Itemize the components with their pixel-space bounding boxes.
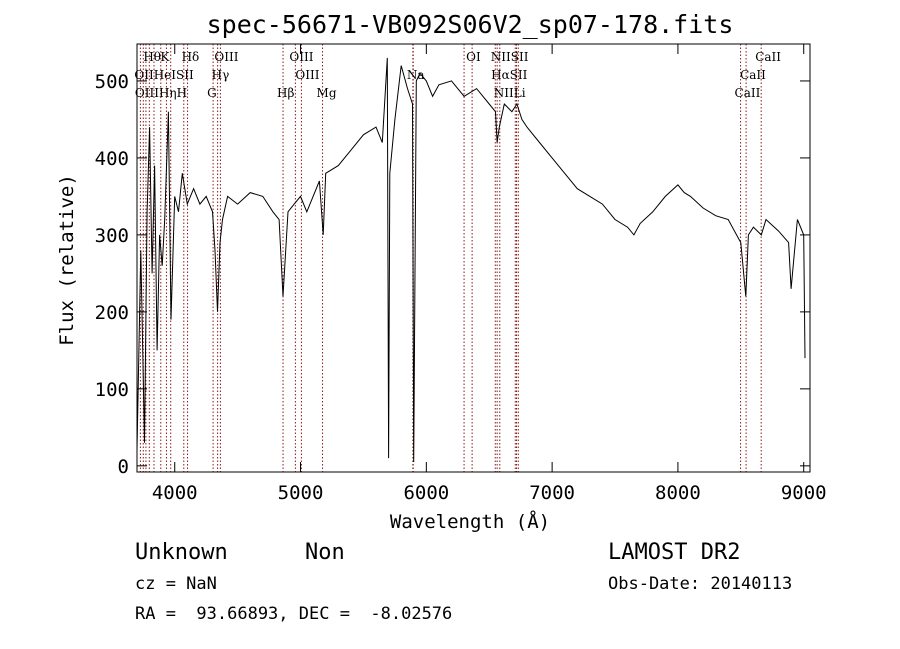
emission-line-markers [139,44,762,472]
x-tick-label: 7000 [529,482,575,504]
spectrum-line [136,57,806,463]
y-tick-label: 200 [95,302,129,324]
redshift-cz: cz = NaN [135,574,217,594]
line-marker-label: OIII [214,50,238,64]
line-marker-label: CaII [740,68,766,82]
chart-title: spec-56671-VB092S06V2_sp07-178.fits [207,10,734,39]
line-marker-label: K [160,50,170,64]
x-axis-label: Wavelength (Å) [390,510,550,533]
y-axis-ticks: 0 100 200 300 400 500 [95,71,810,478]
y-tick-label: 500 [95,71,129,93]
line-marker-label: Hδ [182,50,200,64]
obs-date: Obs-Date: 20140113 [608,574,792,594]
x-axis-ticks: 4000 5000 6000 7000 8000 9000 [152,44,827,504]
y-tick-label: 100 [95,379,129,401]
line-marker-label: OI [466,50,481,64]
line-marker-label: OIIHeISII [134,68,194,82]
line-marker-label: NIILi [494,86,526,100]
object-class: Unknown [135,540,228,565]
line-marker-label: Mg [317,86,337,100]
x-tick-label: 9000 [781,482,827,504]
line-marker-label: CaII [735,86,761,100]
object-subclass: Non [305,540,345,565]
line-marker-label: Hβ [277,86,294,100]
y-axis-label: Flux (relative) [56,174,78,346]
ra-dec-coordinates: RA = 93.66893, DEC = -8.02576 [135,604,452,624]
line-marker-label: G [207,86,217,100]
line-marker-label: Hθ [143,50,161,64]
line-marker-label: Na [407,68,425,82]
line-marker-label: OIIIHηH [135,86,187,100]
x-tick-label: 8000 [655,482,701,504]
y-tick-label: 0 [118,456,129,478]
emission-line-labels: Hθ K Hδ OIII OIII OI NIISII CaII OIIHeISII Hγ OIII… [134,50,781,100]
line-marker-label: NIISII [491,50,529,64]
line-marker-label: OIII [289,50,313,64]
y-tick-label: 400 [95,148,129,170]
x-tick-label: 4000 [152,482,198,504]
x-tick-label: 6000 [403,482,449,504]
plot-frame [136,43,811,473]
line-marker-label: OIII [295,68,319,82]
x-tick-label: 5000 [278,482,324,504]
line-marker-label: HαSII [491,68,528,82]
y-tick-label: 300 [95,225,129,247]
line-marker-label: CaII [755,50,781,64]
survey-name: LAMOST DR2 [608,540,740,565]
line-marker-label: Hγ [212,68,230,82]
